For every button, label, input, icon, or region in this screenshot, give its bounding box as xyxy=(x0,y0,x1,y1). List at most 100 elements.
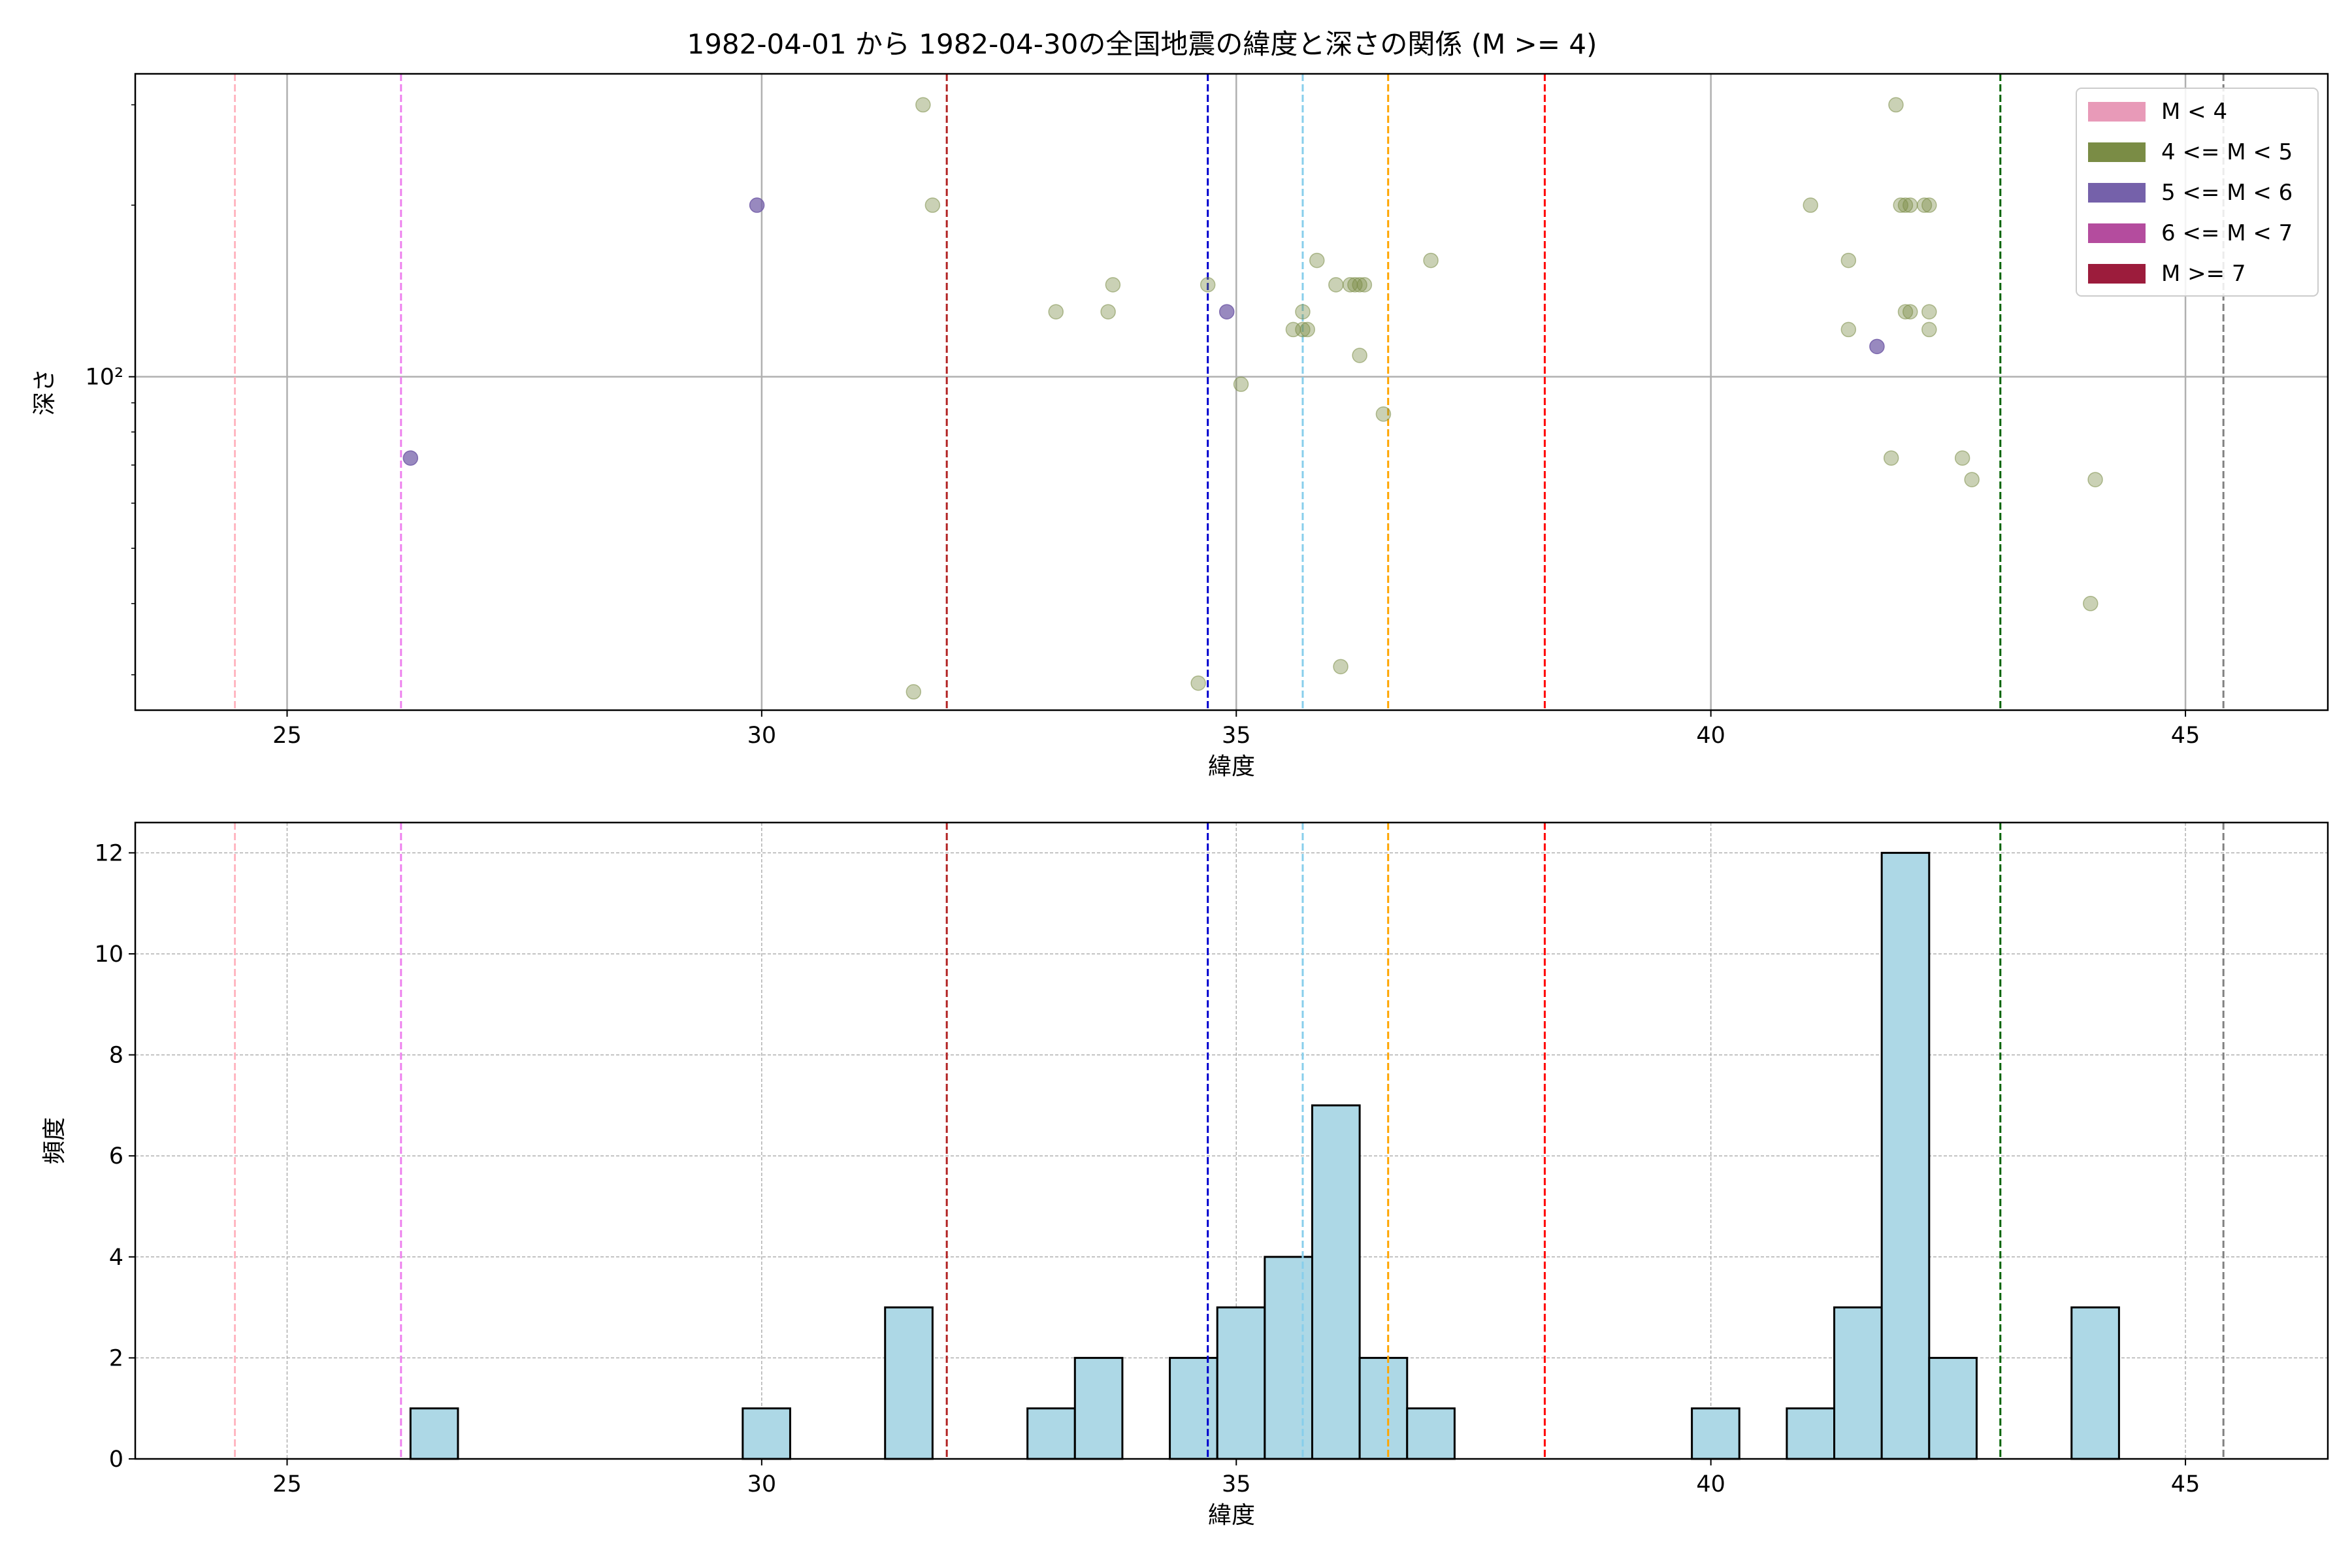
histogram-bar xyxy=(2070,1306,2120,1460)
scatter-point xyxy=(1233,376,1249,392)
scatter-panel: 25 30 35 40 45 10² 緯度 深さ M < 4 4 <= M < 5 5 <=… xyxy=(31,73,2329,780)
scatter-point xyxy=(924,197,941,213)
scatter-point xyxy=(1328,277,1344,293)
scatter-point xyxy=(1295,304,1311,319)
histogram-y-tick-label: 6 xyxy=(109,1143,123,1169)
scatter-legend: M < 4 4 <= M < 5 5 <= M < 6 6 <= M < 7 M >= … xyxy=(2076,88,2319,297)
histogram-x-axis-label: 緯度 xyxy=(1208,1502,1255,1529)
histogram-bar xyxy=(1833,1306,1883,1460)
histogram-bar xyxy=(1691,1407,1740,1460)
figure-title: 1982-04-01 から 1982-04-30の全国地震の緯度と深さの関係 (… xyxy=(687,28,1597,60)
scatter-point xyxy=(1869,338,1885,355)
scatter-point xyxy=(1352,348,1367,363)
scatter-point xyxy=(906,684,922,700)
scatter-point xyxy=(1903,304,1918,319)
scatter-plot-frame xyxy=(134,73,2329,711)
histogram-bar xyxy=(1358,1356,1409,1460)
histogram-y-tick-label: 12 xyxy=(94,840,123,866)
scatter-point xyxy=(1295,321,1311,338)
scatter-point xyxy=(749,197,765,213)
histogram-reference-lines xyxy=(234,823,2225,1459)
scatter-point xyxy=(1218,304,1235,319)
histogram-x-tick-label: 25 xyxy=(272,1471,302,1497)
scatter-x-tick-label: 30 xyxy=(747,723,777,749)
scatter-point xyxy=(1840,321,1857,338)
scatter-point xyxy=(2083,596,2099,612)
scatter-point xyxy=(1100,304,1116,319)
scatter-legend-label: M >= 7 xyxy=(2161,261,2246,287)
scatter-point xyxy=(1333,659,1348,675)
scatter-point xyxy=(1903,197,1918,213)
histogram-bar xyxy=(742,1407,791,1460)
scatter-point xyxy=(1840,252,1857,269)
scatter-x-axis-label: 緯度 xyxy=(1208,753,1255,780)
histogram-x-tick-label: 30 xyxy=(747,1471,777,1497)
scatter-point xyxy=(1375,406,1392,422)
scatter-point xyxy=(2087,472,2103,487)
histogram-bar xyxy=(1311,1104,1361,1460)
histogram-bar xyxy=(1880,851,1931,1460)
scatter-y-tick-label: 10² xyxy=(85,365,123,391)
scatter-legend-swatch xyxy=(2088,223,2146,243)
scatter-point xyxy=(1048,304,1064,319)
histogram-x-tick-label: 35 xyxy=(1222,1471,1251,1497)
histogram-bar xyxy=(1786,1407,1836,1460)
scatter-points xyxy=(402,97,2103,700)
scatter-point xyxy=(1921,197,1937,213)
scatter-x-tick-label: 25 xyxy=(272,723,302,749)
histogram-plot-frame xyxy=(134,821,2329,1460)
scatter-point xyxy=(402,450,419,466)
scatter-point xyxy=(1352,277,1367,293)
scatter-legend-swatch xyxy=(2088,264,2146,284)
scatter-point xyxy=(1356,277,1373,293)
histogram-bar xyxy=(884,1306,934,1460)
histogram-bar xyxy=(1406,1407,1456,1460)
scatter-y-axis-label: 深さ xyxy=(31,368,58,416)
histogram-bars xyxy=(409,851,2120,1460)
scatter-point xyxy=(1309,252,1325,269)
scatter-point xyxy=(1423,252,1439,269)
scatter-legend-swatch xyxy=(2088,142,2146,162)
scatter-point xyxy=(1897,197,1914,213)
histogram-x-tick-label: 45 xyxy=(2171,1471,2200,1497)
histogram-x-tick-label: 40 xyxy=(1696,1471,1725,1497)
histogram-y-tick-label: 10 xyxy=(94,941,123,968)
histogram-y-axis-ticks: 0 2 4 6 8 10 12 xyxy=(94,840,135,1473)
histogram-panel: 25 30 35 40 45 0 2 4 6 8 10 12 緯度 頻度 xyxy=(41,821,2329,1529)
histogram-x-axis-ticks: 25 30 35 40 45 xyxy=(272,1459,2200,1497)
scatter-legend-swatch xyxy=(2088,183,2146,203)
histogram-bar xyxy=(1264,1256,1313,1460)
scatter-point xyxy=(1200,277,1216,293)
scatter-point xyxy=(1897,304,1914,319)
scatter-point xyxy=(1299,321,1315,338)
histogram-bar xyxy=(1026,1407,1076,1460)
histogram-y-tick-label: 2 xyxy=(109,1345,123,1371)
histogram-y-tick-label: 0 xyxy=(109,1446,123,1473)
scatter-x-tick-label: 40 xyxy=(1696,723,1725,749)
scatter-point xyxy=(1964,472,1980,487)
scatter-y-axis-ticks: 10² xyxy=(85,104,135,676)
scatter-point xyxy=(1883,450,1899,466)
scatter-legend-swatch xyxy=(2088,102,2146,122)
scatter-point xyxy=(1803,197,1818,213)
histogram-bar xyxy=(1216,1306,1266,1460)
histogram-y-axis-label: 頻度 xyxy=(41,1117,68,1164)
scatter-point xyxy=(1190,675,1206,691)
histogram-bar xyxy=(1169,1356,1218,1460)
scatter-legend-label: 4 <= M < 5 xyxy=(2161,139,2293,165)
scatter-point xyxy=(1916,197,1933,213)
histogram-y-tick-label: 8 xyxy=(109,1043,123,1069)
scatter-point xyxy=(1921,321,1937,338)
scatter-legend-label: 5 <= M < 6 xyxy=(2161,180,2293,206)
histogram-y-tick-label: 4 xyxy=(109,1245,123,1271)
scatter-point xyxy=(1954,450,1970,466)
scatter-legend-box xyxy=(2076,88,2319,297)
scatter-point xyxy=(1888,97,1904,113)
scatter-x-tick-label: 45 xyxy=(2171,723,2200,749)
scatter-point xyxy=(1921,304,1937,319)
histogram-bar xyxy=(409,1407,459,1460)
scatter-point xyxy=(1105,277,1121,293)
scatter-legend-label: 6 <= M < 7 xyxy=(2161,220,2293,246)
